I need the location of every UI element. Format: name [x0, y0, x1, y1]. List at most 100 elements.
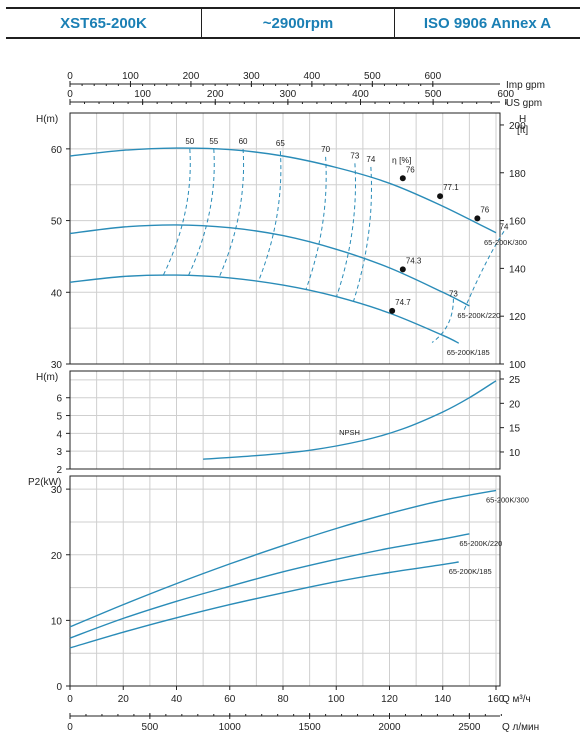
efficiency-iso-line	[463, 231, 505, 311]
x-axis-unit-label: Q м³/ч	[502, 694, 531, 705]
y-tick-label: 6	[56, 394, 62, 405]
top-axis-tick-label: 400	[352, 89, 369, 100]
power-curve-label: 65-200K/300	[486, 495, 529, 504]
y2-tick-label: 120	[509, 312, 526, 323]
x-tick-label: 100	[328, 694, 345, 705]
npsh-curve-label: NPSH	[339, 428, 360, 437]
header-bar: XST65-200K ~2900rpm ISO 9906 Annex A	[6, 7, 580, 39]
y-tick-label: 30	[51, 485, 63, 496]
top-axis-tick-label: 200	[207, 89, 224, 100]
x2-tick-label: 1000	[219, 722, 242, 733]
x2-tick-label: 2000	[378, 722, 401, 733]
x-tick-label: 60	[224, 694, 236, 705]
y-tick-label: 3	[56, 447, 62, 458]
x-tick-label: 20	[118, 694, 130, 705]
x2-axis-unit-label: Q л/мин	[502, 722, 539, 733]
head-curve-label: 65-200K/185	[447, 348, 490, 357]
top-axis-tick-label: 600	[424, 71, 441, 82]
efficiency-point-label: 76	[406, 165, 415, 174]
y2-tick-label: 10	[509, 448, 521, 459]
efficiency-point	[389, 307, 396, 314]
efficiency-value-label: 73	[350, 151, 359, 160]
efficiency-point	[437, 193, 444, 200]
head-axis-title-ft-unit: [ft]	[517, 125, 528, 136]
power-curve	[69, 489, 497, 628]
speed-label: ~2900rpm	[202, 9, 395, 37]
y-tick-label: 50	[51, 217, 63, 228]
plot-frame	[69, 475, 501, 687]
y-tick-label: 40	[51, 288, 63, 299]
top-axis-unit-label: Imp gpm	[506, 80, 545, 91]
head-curve-label: 65-200K/220	[457, 311, 500, 320]
efficiency-point-label: 74.3	[406, 256, 422, 265]
power-axis-title: P2(kW)	[28, 477, 61, 488]
y-tick-label: 10	[51, 616, 63, 627]
x-tick-label: 160	[488, 694, 505, 705]
head-curve	[69, 274, 460, 344]
head-axis-title-ft-h: H	[519, 114, 526, 125]
y-tick-label: 0	[56, 682, 62, 693]
efficiency-point	[474, 215, 481, 222]
y-tick-label: 30	[51, 360, 63, 371]
top-axis-tick-label: 100	[122, 71, 139, 82]
npsh-curve	[203, 380, 497, 460]
head-curve	[69, 147, 497, 234]
efficiency-iso-line	[257, 151, 282, 282]
y2-tick-label: 100	[509, 360, 526, 371]
efficiency-point	[399, 266, 406, 273]
efficiency-iso-line	[187, 148, 215, 276]
y-tick-label: 4	[56, 429, 62, 440]
top-axis-tick-label: 300	[243, 71, 260, 82]
standard-label: ISO 9906 Annex A	[423, 14, 552, 32]
head-axis-title: H(m)	[36, 114, 58, 125]
head-curve-label: 65-200K/300	[484, 238, 527, 247]
y2-tick-label: 25	[509, 375, 521, 386]
y-tick-label: 20	[51, 551, 63, 562]
efficiency-iso-line	[305, 156, 327, 291]
efficiency-point	[399, 175, 406, 182]
y-tick-label: 5	[56, 412, 62, 423]
plot-frame	[69, 112, 501, 365]
efficiency-iso-line	[218, 148, 245, 278]
efficiency-value-label: 73	[449, 290, 458, 299]
y-tick-label: 2	[56, 465, 62, 476]
power-curve	[69, 561, 459, 649]
y2-tick-label: 15	[509, 424, 521, 435]
efficiency-value-label: 65	[276, 139, 285, 148]
efficiency-value-label: 55	[209, 137, 218, 146]
y2-tick-label: 140	[509, 264, 526, 275]
top-axis-unit-label: US gpm	[506, 98, 542, 109]
head-curve	[69, 224, 470, 307]
x-tick-label: 0	[67, 694, 73, 705]
power-curve	[69, 533, 470, 639]
y2-tick-label: 20	[509, 399, 521, 410]
x-tick-label: 40	[171, 694, 183, 705]
top-axis-tick-label: 200	[183, 71, 200, 82]
x2-tick-label: 1500	[299, 722, 322, 733]
efficiency-iso-line	[162, 148, 191, 276]
y2-tick-label: 160	[509, 217, 526, 228]
efficiency-iso-line	[352, 166, 372, 303]
y2-tick-label: 180	[509, 169, 526, 180]
x-tick-label: 140	[434, 694, 451, 705]
efficiency-value-label: 50	[185, 137, 194, 146]
efficiency-value-label: 60	[239, 137, 248, 146]
x2-tick-label: 500	[142, 722, 159, 733]
efficiency-unit-label: η [%]	[392, 155, 411, 165]
top-axis-tick-label: 100	[134, 89, 151, 100]
model-label: XST65-200K	[6, 9, 202, 37]
npsh-axis-title: H(m)	[36, 372, 58, 383]
efficiency-value-label: 74	[366, 155, 375, 164]
efficiency-point-label: 74.7	[395, 298, 411, 307]
top-axis-tick-label: 500	[364, 71, 381, 82]
efficiency-point-label: 76	[480, 205, 489, 214]
power-curve-label: 65-200K/220	[459, 539, 502, 548]
top-axis-tick-label: 600	[497, 89, 514, 100]
efficiency-value-label: 70	[321, 145, 330, 154]
top-axis-tick-label: 500	[425, 89, 442, 100]
efficiency-point-label: 77.1	[443, 183, 459, 192]
x2-tick-label: 2500	[458, 722, 481, 733]
top-axis-tick-label: 300	[280, 89, 297, 100]
